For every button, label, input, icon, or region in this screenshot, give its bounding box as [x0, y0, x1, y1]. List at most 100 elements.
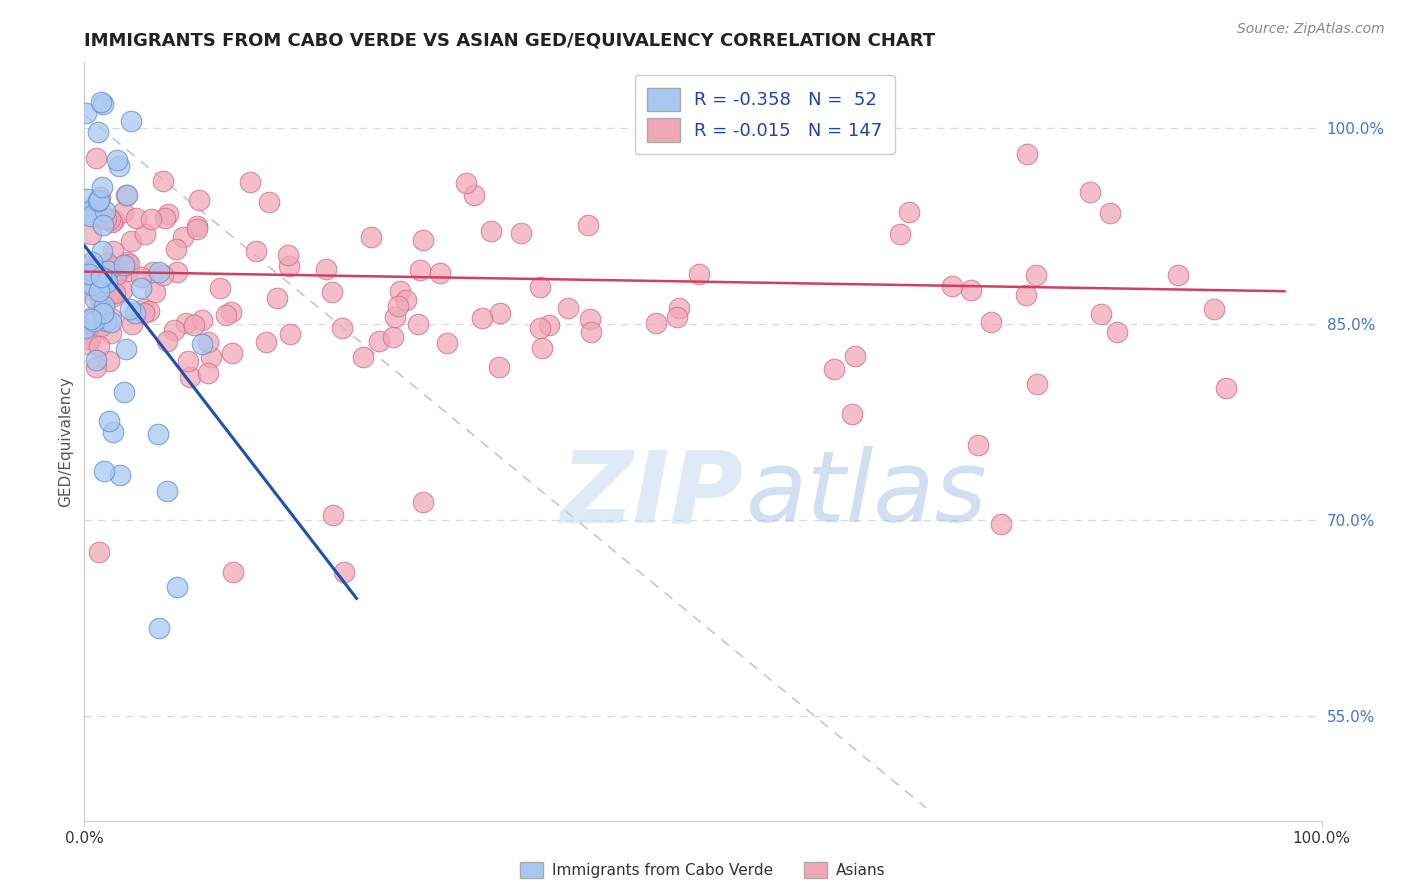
Point: [118, 257, 141, 271]
Point: [360, 229, 382, 244]
Point: [488, 360, 510, 375]
Point: [1025, 268, 1047, 283]
Point: [1215, 381, 1237, 395]
Point: [93, 208, 115, 222]
Point: [97, 354, 120, 368]
Y-axis label: GED/Equivalency: GED/Equivalency: [58, 376, 73, 507]
Point: [94, 203, 117, 218]
Point: [91, 244, 114, 259]
Point: [134, 227, 156, 242]
Point: [79, 312, 101, 326]
Text: IMMIGRANTS FROM CABO VERDE VS ASIAN GED/EQUIVALENCY CORRELATION CHART: IMMIGRANTS FROM CABO VERDE VS ASIAN GED/…: [84, 32, 935, 50]
Point: [120, 234, 142, 248]
Point: [83, 265, 105, 279]
Point: [129, 280, 152, 294]
Point: [408, 317, 430, 331]
Point: [333, 566, 356, 580]
Point: [108, 468, 131, 483]
Point: [76, 259, 98, 273]
Point: [114, 187, 136, 202]
Point: [470, 310, 492, 325]
Point: [183, 318, 205, 332]
Point: [89, 293, 111, 307]
Point: [163, 323, 186, 337]
Point: [91, 306, 114, 320]
Point: [166, 265, 188, 279]
Point: [412, 233, 434, 247]
Point: [103, 244, 125, 258]
Point: [76, 277, 98, 292]
Point: [124, 306, 146, 320]
Point: [80, 310, 103, 324]
Point: [384, 310, 406, 324]
Point: [191, 337, 214, 351]
Point: [352, 350, 374, 364]
Point: [245, 244, 267, 258]
Point: [186, 221, 208, 235]
Point: [509, 226, 531, 240]
Point: [90, 318, 112, 333]
Point: [87, 194, 110, 208]
Point: [148, 621, 170, 635]
Point: [368, 334, 391, 348]
Point: [188, 193, 211, 207]
Text: atlas: atlas: [747, 446, 988, 543]
Point: [153, 211, 176, 225]
Point: [83, 313, 105, 327]
Point: [222, 566, 245, 580]
Point: [93, 299, 115, 313]
Point: [967, 438, 990, 452]
Point: [107, 159, 129, 173]
Point: [100, 315, 122, 329]
Point: [94, 211, 117, 226]
Point: [107, 153, 129, 167]
Point: [108, 264, 131, 278]
Point: [148, 265, 170, 279]
Point: [90, 180, 112, 194]
Point: [129, 270, 152, 285]
Point: [75, 320, 97, 334]
Point: [266, 291, 288, 305]
Point: [277, 248, 299, 262]
Point: [412, 495, 434, 509]
Point: [77, 326, 100, 341]
Point: [165, 242, 187, 256]
Point: [111, 283, 134, 297]
Point: [101, 259, 124, 273]
Point: [463, 188, 485, 202]
Point: [315, 261, 337, 276]
Point: [666, 310, 689, 324]
Point: [177, 354, 200, 368]
Point: [456, 176, 478, 190]
Point: [215, 308, 238, 322]
Point: [152, 174, 174, 188]
Point: [143, 285, 166, 300]
Point: [257, 194, 280, 209]
Point: [98, 212, 121, 227]
Point: [76, 205, 98, 219]
Point: [889, 227, 911, 241]
Point: [146, 426, 169, 441]
Point: [82, 264, 104, 278]
Point: [125, 211, 148, 226]
Point: [90, 270, 112, 285]
Point: [96, 255, 118, 269]
Point: [76, 337, 98, 351]
Point: [76, 282, 98, 296]
Point: [941, 279, 963, 293]
Point: [1090, 307, 1112, 321]
Point: [823, 361, 845, 376]
Point: [239, 176, 262, 190]
Point: [94, 268, 117, 282]
Point: [1167, 268, 1189, 283]
Point: [841, 407, 863, 421]
Point: [436, 336, 458, 351]
Point: [118, 301, 141, 316]
Point: [100, 310, 122, 325]
Point: [100, 326, 122, 340]
Point: [101, 290, 124, 304]
Point: [117, 188, 139, 202]
Point: [174, 316, 197, 330]
Point: [79, 332, 101, 346]
Point: [120, 114, 142, 128]
